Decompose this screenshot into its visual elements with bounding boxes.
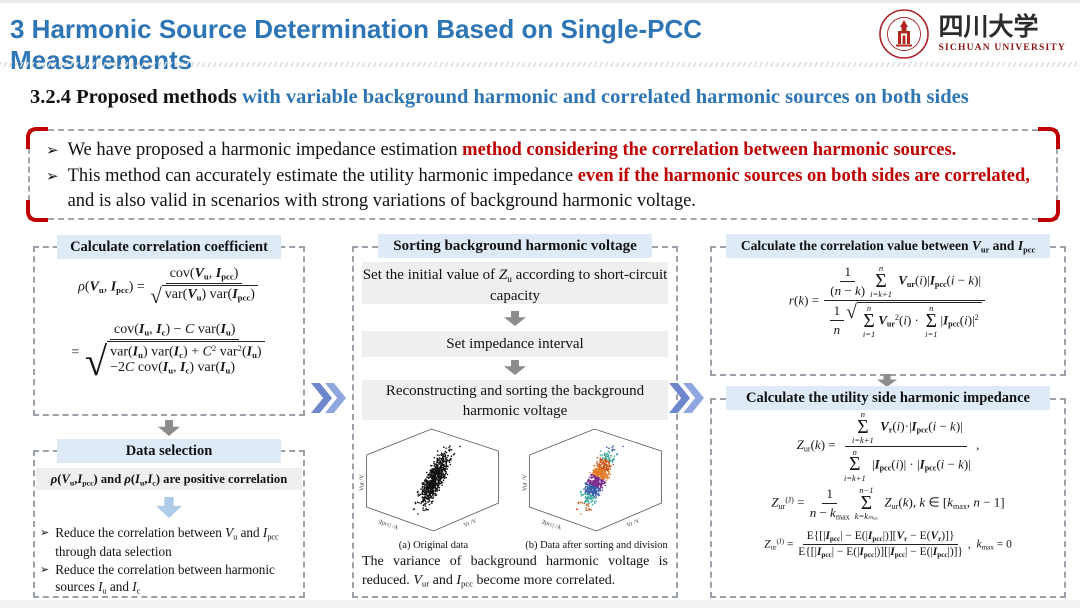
box-header: Data selection xyxy=(57,439,281,463)
arrow-bullet-icon: ➢ xyxy=(40,562,50,576)
university-name: 四川大学 SICHUAN UNIVERSITY xyxy=(939,15,1066,53)
arrow-bullet-icon: ➢ xyxy=(46,166,59,185)
svg-text:Vur /V: Vur /V xyxy=(360,474,366,491)
step-set-impedance-interval: Set impedance interval xyxy=(362,331,668,357)
svg-text:Vr /V: Vr /V xyxy=(463,518,478,529)
corner-accent xyxy=(1038,127,1060,149)
title-underline xyxy=(0,62,1080,67)
condition-strip: ρ(Vu,Ipcc) and ρ(Iu,Ic) are positive cor… xyxy=(36,468,302,490)
scatter-figures: Vur /V |Ipcc| /A Vr /V (a) Original data… xyxy=(356,421,674,551)
chevron-right-icon xyxy=(311,383,346,413)
arrow-bullet-icon: ➢ xyxy=(46,141,59,159)
chevron-right-icon xyxy=(669,383,704,413)
variance-note: The variance of background harmonic volt… xyxy=(362,554,672,589)
box-header: Sorting background harmonic voltage xyxy=(378,234,652,258)
key-point-item: ➢ This method can accurately estimate th… xyxy=(46,164,1040,215)
bullet-text: Reduce the correlation between harmonic … xyxy=(55,561,279,596)
university-logo: 四川大学 SICHUAN UNIVERSITY xyxy=(878,8,1066,60)
section-subtitle: 3.2.4 Proposed methods with variable bac… xyxy=(30,86,969,108)
box-header: Calculate the correlation value between … xyxy=(726,234,1050,258)
svg-text:|Ipcc| /A: |Ipcc| /A xyxy=(541,519,563,531)
university-name-en: SICHUAN UNIVERSITY xyxy=(938,43,1066,53)
scatter-plot-sorted: Vur /V |Ipcc| /A Vr /V (b) Data after so… xyxy=(519,421,674,551)
university-seal-icon xyxy=(878,9,929,59)
bullet-text: Reduce the correlation between Vu and Ip… xyxy=(55,525,282,560)
corner-accent xyxy=(26,200,48,222)
university-name-cn: 四川大学 xyxy=(938,14,1039,41)
figure-caption: (a) Original data xyxy=(398,540,469,551)
key-point-text: This method can accurately estimate the … xyxy=(67,165,1035,212)
corner-accent xyxy=(26,127,48,149)
svg-text:Vur /V: Vur /V xyxy=(523,474,529,491)
bullet-item: ➢ Reduce the correlation between Vu and … xyxy=(40,524,300,561)
scatter-plot-original: Vur /V |Ipcc| /A Vr /V (a) Original data xyxy=(356,421,511,551)
bullet-item: ➢ Reduce the correlation between harmoni… xyxy=(40,561,300,598)
scatter-points xyxy=(575,445,624,515)
formula-correlation-coefficient-1: ρ(Vu, Ipcc) = cov(Vu, Ipcc) √ var(Vu) var(… xyxy=(38,266,300,308)
bottom-margin xyxy=(0,600,1080,608)
flow-box-correlation-coefficient xyxy=(33,246,305,416)
key-point-text: We have proposed a harmonic impedance es… xyxy=(67,140,957,160)
step-reconstructing-sorting: Reconstructing and sorting the backgroun… xyxy=(362,380,668,420)
figure-caption: (b) Data after sorting and division xyxy=(525,540,668,551)
arrow-down-icon xyxy=(158,420,180,436)
svg-text:|Ipcc| /A: |Ipcc| /A xyxy=(378,519,400,531)
formula-zur-j-expect: Zur(J) = E{[|Ipcc| − E(|Ipcc|)][Vr − E(V… xyxy=(764,530,1012,560)
box-header: Calculate correlation coefficient xyxy=(57,235,281,259)
data-selection-bullets: ➢ Reduce the correlation between Vu and … xyxy=(40,524,300,597)
flow-box-sorting xyxy=(352,246,678,598)
key-point-item: ➢ We have proposed a harmonic impedance … xyxy=(46,138,1040,164)
page-title: 3 Harmonic Source Determination Based on… xyxy=(10,14,703,75)
key-points-box: ➢ We have proposed a harmonic impedance … xyxy=(26,127,1060,222)
corner-accent xyxy=(1038,200,1060,222)
arrow-bullet-icon: ➢ xyxy=(40,526,50,539)
svg-text:Vr /V: Vr /V xyxy=(626,518,641,529)
box-header: Calculate the utility side harmonic impe… xyxy=(726,386,1050,410)
top-divider xyxy=(0,0,1080,3)
flow-box-utility-impedance xyxy=(710,398,1066,598)
formula-correlation-coefficient-2: = cov(Iu, Ic) − C var(Iu) √ var(Iu) var(Ic… xyxy=(38,322,300,384)
step-set-initial-value: Set the initial value of Zu according to… xyxy=(362,262,668,304)
scatter-points xyxy=(412,445,461,515)
